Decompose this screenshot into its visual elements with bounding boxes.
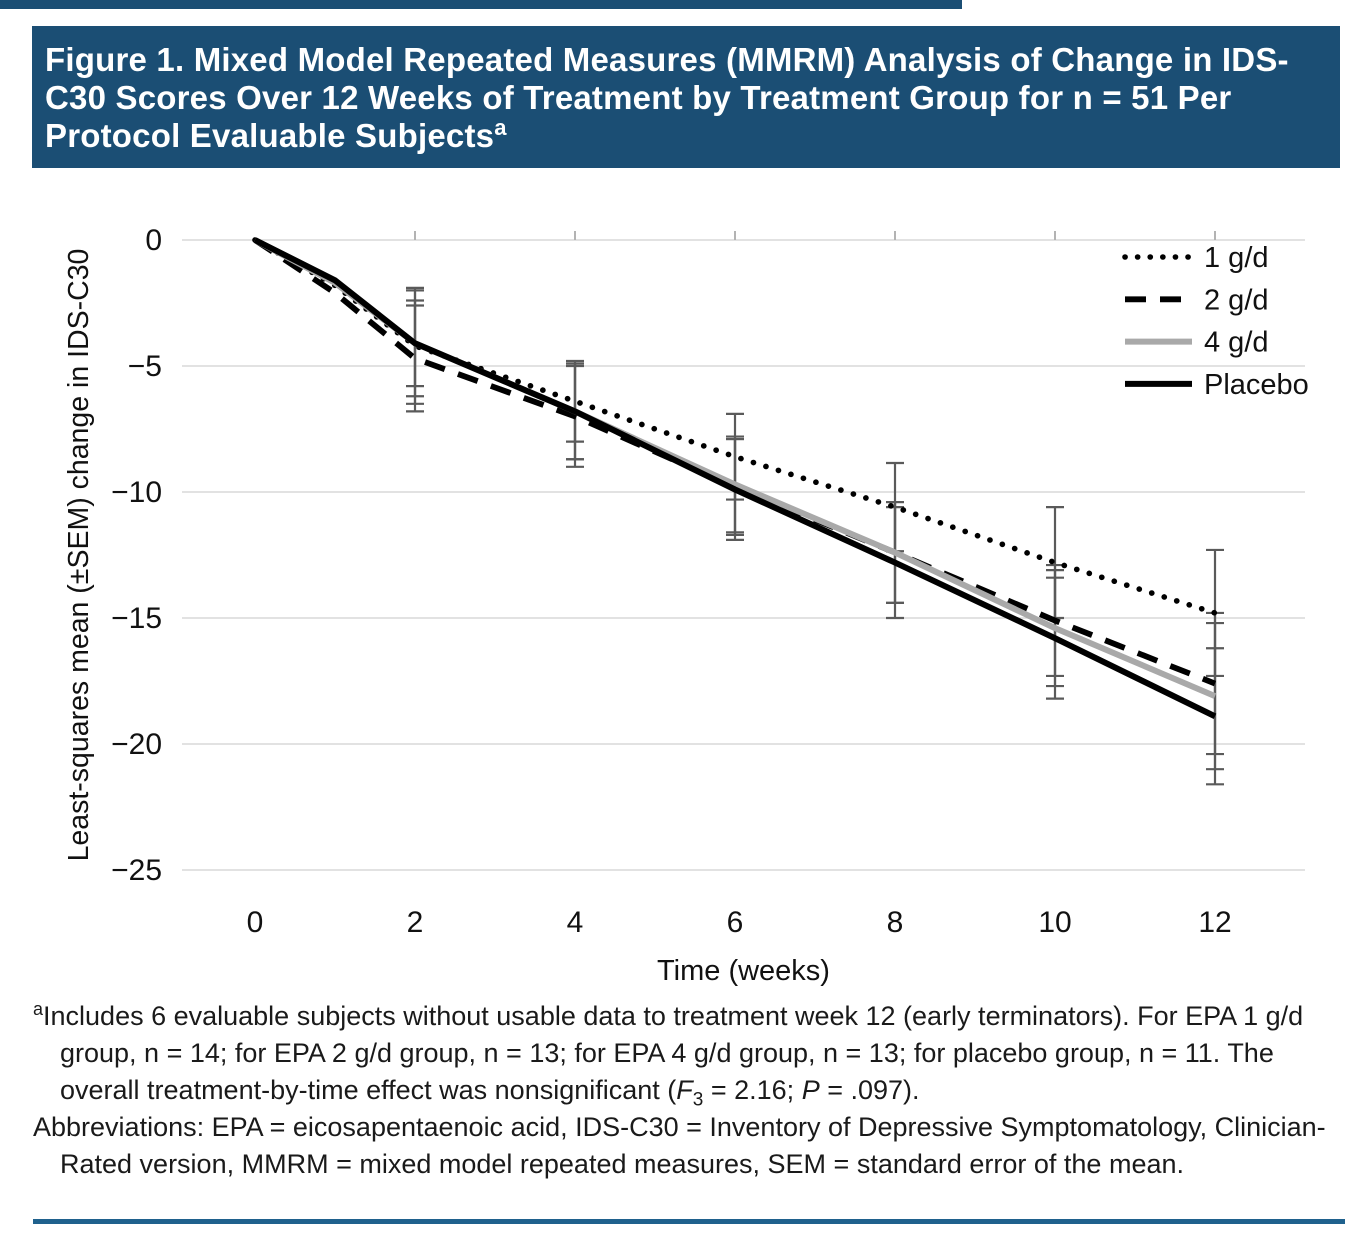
chart: 0 −5 −10 −15 −20 −25 0 2 4 6 8 10 12 Time (weeks) Leas… xyxy=(0,180,1351,990)
f-statistic-value: = 2.16; xyxy=(703,1075,802,1105)
x-tick-label-8: 8 xyxy=(887,906,904,939)
footnote-a: aIncludes 6 evaluable subjects without u… xyxy=(33,998,1335,1109)
legend-label-placebo: Placebo xyxy=(1204,369,1309,401)
legend-label-1-g-d: 1 g/d xyxy=(1204,242,1269,274)
f-statistic-symbol: F xyxy=(676,1075,693,1105)
abbreviations-note: Abbreviations: EPA = eicosapentaenoic ac… xyxy=(33,1112,1326,1179)
x-tick-label-12: 12 xyxy=(1198,906,1231,939)
legend-label-4-g-d: 4 g/d xyxy=(1204,327,1269,359)
y-tick-label--10: −10 xyxy=(111,476,162,509)
y-tick-label-0: 0 xyxy=(145,224,162,257)
x-tick-label-4: 4 xyxy=(567,906,584,939)
figure-title: Figure 1. Mixed Model Repeated Measures … xyxy=(45,41,1322,155)
x-tick-label-0: 0 xyxy=(247,906,264,939)
f-statistic-subscript: 3 xyxy=(692,1089,704,1111)
y-tick-label--25: −25 xyxy=(111,854,162,887)
y-tick-label--20: −20 xyxy=(111,728,162,761)
x-tick-label-6: 6 xyxy=(727,906,744,939)
footnote-a-marker: a xyxy=(33,999,44,1019)
footnotes: aIncludes 6 evaluable subjects without u… xyxy=(33,998,1335,1183)
mmrm-line-chart: 0 −5 −10 −15 −20 −25 0 2 4 6 8 10 12 Time (weeks) Leas… xyxy=(63,224,1309,987)
p-value-symbol: P xyxy=(801,1075,820,1105)
y-tick-label--5: −5 xyxy=(128,350,162,383)
footnote-a-text: Includes 6 evaluable subjects without us… xyxy=(43,1001,1304,1105)
p-value-text: = .097). xyxy=(819,1075,920,1105)
series-line-placebo xyxy=(253,237,1217,719)
bottom-decorative-rule xyxy=(33,1219,1345,1224)
x-tick-label-10: 10 xyxy=(1038,906,1071,939)
figure-title-text: Figure 1. Mixed Model Repeated Measures … xyxy=(45,41,1289,154)
series-line-1-g-d xyxy=(252,237,1218,616)
x-tick-label-2: 2 xyxy=(407,906,424,939)
figure-title-banner: Figure 1. Mixed Model Repeated Measures … xyxy=(32,26,1340,168)
y-axis-title: Least-squares mean (±SEM) change in IDS-… xyxy=(63,249,95,862)
title-footnote-marker: a xyxy=(494,115,507,140)
y-tick-label--15: −15 xyxy=(111,602,162,635)
legend-label-2-g-d: 2 g/d xyxy=(1204,284,1269,316)
top-decorative-rule xyxy=(0,0,962,9)
x-axis-title: Time (weeks) xyxy=(657,955,830,987)
